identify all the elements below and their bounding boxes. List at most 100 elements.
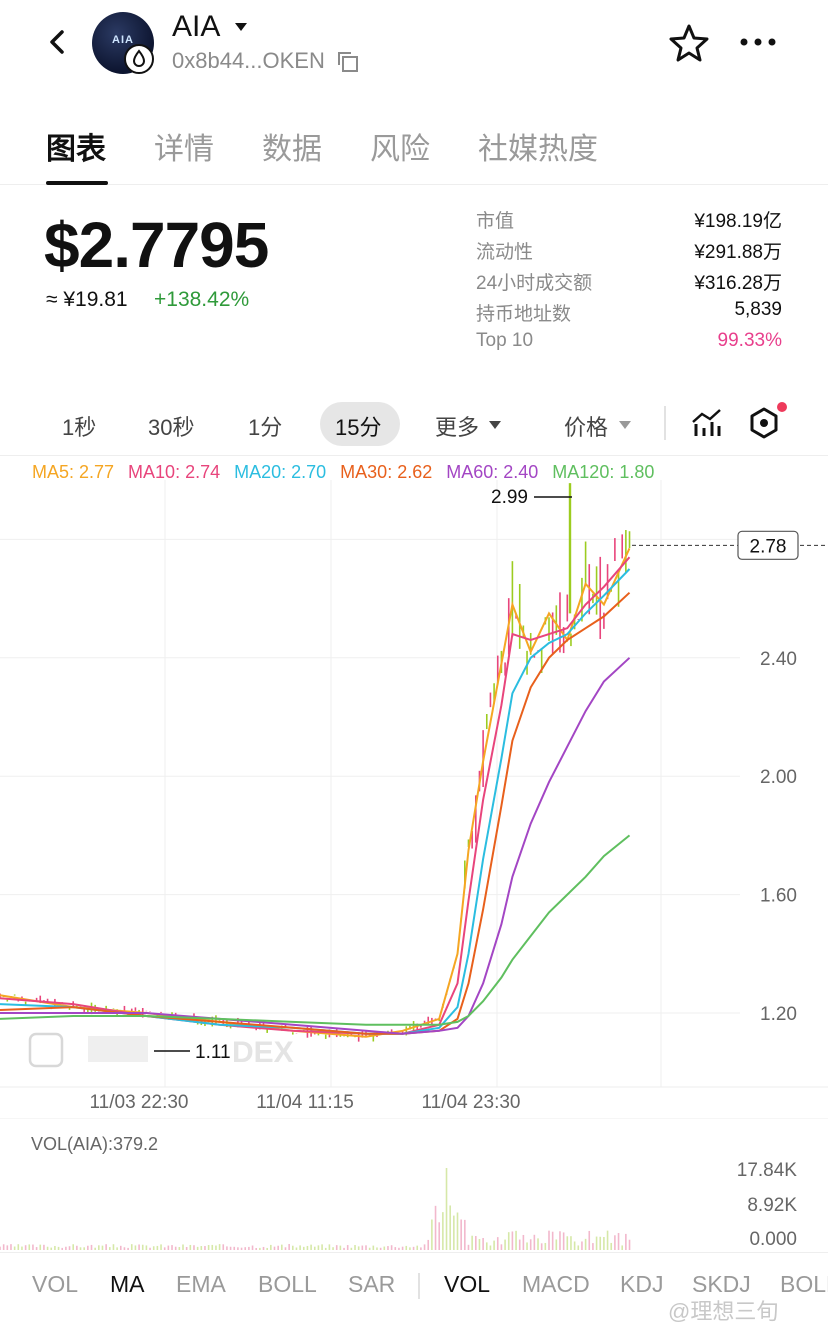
main-indicator-ma[interactable]: MA <box>110 1271 145 1297</box>
price-mode-select[interactable]: 价格 <box>564 415 609 440</box>
indicator-divider <box>418 1273 420 1299</box>
stat-value-top10: 99.33% <box>717 330 782 351</box>
sub-indicator-macd[interactable]: MACD <box>522 1271 590 1297</box>
watermark: @理想三旬 <box>668 1299 779 1324</box>
indicator-bar: VOL MA EMA BOLL SAR VOL MACD KDJ SKDJ BO… <box>0 1252 828 1334</box>
high-price-label: 2.99 <box>491 487 528 508</box>
y-tick-label: 2.00 <box>760 767 797 788</box>
chain-badge-icon <box>124 44 154 74</box>
price-cny: ≈ ¥19.81 <box>46 288 128 311</box>
avatar-text: AIA <box>112 34 134 46</box>
interval-divider <box>664 406 666 440</box>
notification-dot <box>777 402 787 412</box>
ma-line-ma120 <box>0 834 631 1026</box>
main-indicator-boll[interactable]: BOLL <box>258 1271 317 1297</box>
y-tick-label: 2.40 <box>760 649 797 670</box>
tab-risk[interactable]: 风险 <box>370 133 430 166</box>
ma-line-ma20 <box>0 568 631 1035</box>
dex-watermark-text: DEX <box>232 1036 294 1069</box>
tab-data[interactable]: 数据 <box>262 133 322 166</box>
favorite-star-icon[interactable] <box>668 22 710 64</box>
stat-row: Top 10 99.33% <box>476 330 782 361</box>
stat-label: Top 10 <box>476 330 534 351</box>
copy-icon[interactable] <box>336 50 360 74</box>
sub-indicator-boll[interactable]: BOLL <box>780 1271 828 1297</box>
ma-legend: MA5: 2.77 MA10: 2.74 MA20: 2.70 MA30: 2.62 M… <box>32 462 668 483</box>
sub-indicator-kdj[interactable]: KDJ <box>620 1271 664 1297</box>
main-indicator-ema[interactable]: EMA <box>176 1271 226 1297</box>
more-options-icon[interactable] <box>738 36 778 48</box>
ma-line-ma60 <box>0 657 631 1035</box>
interval-more[interactable]: 更多 <box>435 415 480 440</box>
ma-line-ma10 <box>0 556 631 1035</box>
stat-row: 24小时成交额 ¥316.28万 <box>476 268 782 299</box>
volume-label: VOL(AIA):379.2 <box>31 1134 159 1154</box>
price-change: +138.42% <box>154 288 250 311</box>
dropdown-caret-icon[interactable] <box>234 22 248 32</box>
ma120-legend: MA120: 1.80 <box>552 462 655 482</box>
vol-tick: 8.92K <box>747 1195 797 1216</box>
tab-bar: 图表 详情 数据 风险 社媒热度 <box>0 120 828 185</box>
token-address: 0x8b44...OKEN <box>172 48 325 73</box>
stat-row: 持币地址数 5,839 <box>476 299 782 330</box>
y-tick-label: 1.20 <box>760 1004 797 1025</box>
interval-30s[interactable]: 30秒 <box>148 415 195 440</box>
token-avatar: AIA <box>92 12 154 74</box>
ma-line-ma30 <box>0 591 631 1035</box>
token-name[interactable]: AIA <box>172 10 221 43</box>
chart-divider <box>0 455 828 456</box>
current-price-tag <box>737 530 799 560</box>
ma-lines <box>0 547 631 1038</box>
okx-logo-watermark <box>88 1036 148 1062</box>
stat-row: 流动性 ¥291.88万 <box>476 237 782 268</box>
volume-chart[interactable]: 17.84K 8.92K 0.000 <box>0 1118 828 1252</box>
interval-15m[interactable]: 15分 <box>335 415 382 440</box>
ma5-legend: MA5: 2.77 <box>32 462 115 482</box>
active-tab-indicator <box>46 181 108 185</box>
main-indicator-sar[interactable]: SAR <box>348 1271 396 1297</box>
main-indicator-vol[interactable]: VOL <box>32 1271 79 1297</box>
tab-details[interactable]: 详情 <box>154 133 214 166</box>
stat-label: 持币地址数 <box>476 304 572 325</box>
price-usd: $2.7795 <box>44 209 269 281</box>
expand-icon[interactable] <box>28 1032 64 1068</box>
interval-1s[interactable]: 1秒 <box>62 415 97 440</box>
indicator-settings-icon[interactable] <box>748 406 780 440</box>
active-interval-pill <box>320 402 400 446</box>
ma-line-ma5 <box>0 547 631 1038</box>
stat-value: 5,839 <box>734 299 782 320</box>
volume-bars <box>0 1168 631 1250</box>
x-tick-label: 11/04 11:15 <box>256 1092 354 1113</box>
x-tick-label: 11/04 23:30 <box>422 1092 521 1113</box>
tab-social[interactable]: 社媒热度 <box>478 133 598 166</box>
interval-1m[interactable]: 1分 <box>248 415 283 440</box>
stat-row: 市值 ¥198.19亿 <box>476 206 782 237</box>
tab-chart[interactable]: 图表 <box>46 133 106 166</box>
ma30-legend: MA30: 2.62 <box>340 462 433 482</box>
sub-indicator-vol[interactable]: VOL <box>444 1271 491 1297</box>
chart-grid <box>0 480 828 1088</box>
vol-tick: 17.84K <box>737 1160 798 1181</box>
x-tick-label: 11/03 22:30 <box>90 1092 189 1113</box>
stat-value: ¥291.88万 <box>694 242 782 263</box>
stat-label: 24小时成交额 <box>476 273 593 294</box>
price-caret-icon[interactable] <box>618 420 632 430</box>
more-caret-icon[interactable] <box>488 420 502 430</box>
token-stats: 市值 ¥198.19亿 流动性 ¥291.88万 24小时成交额 ¥316.28… <box>476 206 782 361</box>
candles <box>0 483 631 1042</box>
sub-indicator-skdj[interactable]: SKDJ <box>692 1271 751 1297</box>
current-price-label: 2.78 <box>750 536 787 557</box>
stat-label: 市值 <box>476 211 515 232</box>
back-arrow-icon[interactable] <box>40 24 76 60</box>
stat-label: 流动性 <box>476 242 534 263</box>
low-price-label: 1.11 <box>195 1042 231 1063</box>
ma60-legend: MA60: 2.40 <box>446 462 539 482</box>
chart-type-icon[interactable] <box>690 408 722 438</box>
stat-value: ¥316.28万 <box>694 273 782 294</box>
interval-bar: 1秒 30秒 1分 15分 更多 价格 <box>0 400 828 448</box>
y-tick-label: 1.60 <box>760 886 797 907</box>
vol-tick: 0.000 <box>749 1229 797 1250</box>
ma10-legend: MA10: 2.74 <box>128 462 221 482</box>
